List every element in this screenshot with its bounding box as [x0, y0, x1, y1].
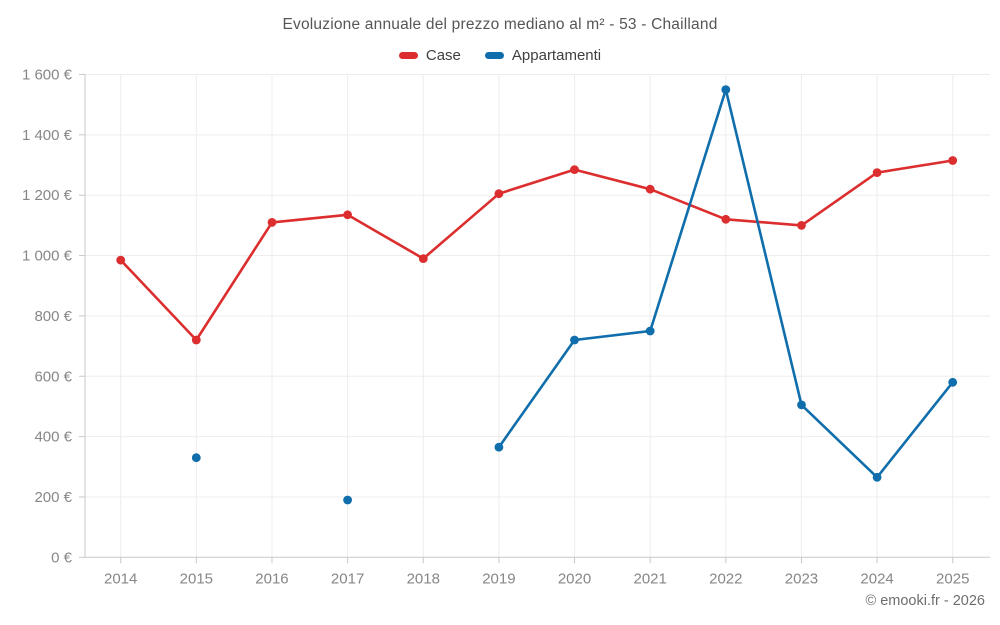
appartamenti-point-2017[interactable]: [343, 495, 352, 505]
x-tick-label: 2019: [482, 570, 515, 587]
attribution: © emooki.fr - 2026: [865, 593, 985, 609]
y-tick-label: 0 €: [51, 549, 73, 566]
y-tick-label: 600 €: [34, 368, 72, 385]
case-point-2021[interactable]: [645, 184, 655, 194]
case-point-2016[interactable]: [267, 218, 277, 227]
case-point-2023[interactable]: [797, 221, 806, 230]
case-point-2015[interactable]: [191, 335, 201, 345]
x-tick-label: 2015: [180, 570, 213, 587]
x-tick-label: 2022: [709, 570, 742, 587]
appartamenti-point-2019[interactable]: [494, 442, 504, 452]
y-tick-label: 800 €: [34, 308, 72, 325]
appartamenti-point-2020[interactable]: [570, 335, 579, 345]
case-point-2017[interactable]: [343, 210, 352, 220]
legend-label-case: Case: [425, 46, 461, 64]
case-line: [119, 159, 955, 342]
case-point-2018[interactable]: [418, 254, 428, 263]
case-point-2022[interactable]: [721, 214, 731, 224]
legend-item-case[interactable]: Case: [398, 46, 461, 64]
x-tick-label: 2016: [255, 570, 288, 587]
case-point-2025[interactable]: [948, 156, 958, 165]
legend-item-appartamenti[interactable]: Appartamenti: [484, 46, 602, 64]
y-tick-label: 1 400 €: [22, 127, 73, 144]
y-tick-label: 1 200 €: [22, 187, 73, 204]
x-tick-label: 2023: [785, 570, 818, 587]
appartamenti-point-2024[interactable]: [872, 472, 882, 482]
x-tick-label: 2018: [407, 570, 440, 587]
x-tick-label: 2025: [936, 570, 969, 587]
appartamenti-point-2021[interactable]: [645, 326, 655, 336]
case-point-2024[interactable]: [872, 168, 882, 178]
legend-swatch-case: [398, 51, 418, 59]
y-tick-label: 400 €: [34, 429, 72, 446]
legend-swatch-appartamenti: [484, 51, 504, 59]
x-tick-label: 2017: [331, 570, 364, 587]
chart-title: Evoluzione annuale del prezzo mediano al…: [282, 16, 718, 33]
legend: Case Appartamenti: [0, 45, 1000, 65]
case-point-2020[interactable]: [570, 165, 579, 175]
case-point-2014[interactable]: [116, 255, 126, 265]
y-tick-label: 200 €: [34, 489, 72, 506]
appartamenti-point-2022[interactable]: [721, 85, 731, 94]
x-tick-label: 2021: [633, 570, 666, 587]
case-point-2019[interactable]: [494, 189, 504, 199]
x-tick-label: 2020: [558, 570, 591, 587]
appartamenti-point-2025[interactable]: [948, 377, 958, 387]
y-tick-label: 1 600 €: [22, 67, 73, 84]
appartamenti-point-2023[interactable]: [797, 400, 806, 410]
y-tick-label: 1 000 €: [22, 248, 73, 265]
x-tick-label: 2014: [104, 570, 137, 587]
legend-label-appartamenti: Appartamenti: [511, 46, 602, 64]
appartamenti-point-2015[interactable]: [191, 453, 201, 463]
x-tick-label: 2024: [860, 570, 893, 587]
